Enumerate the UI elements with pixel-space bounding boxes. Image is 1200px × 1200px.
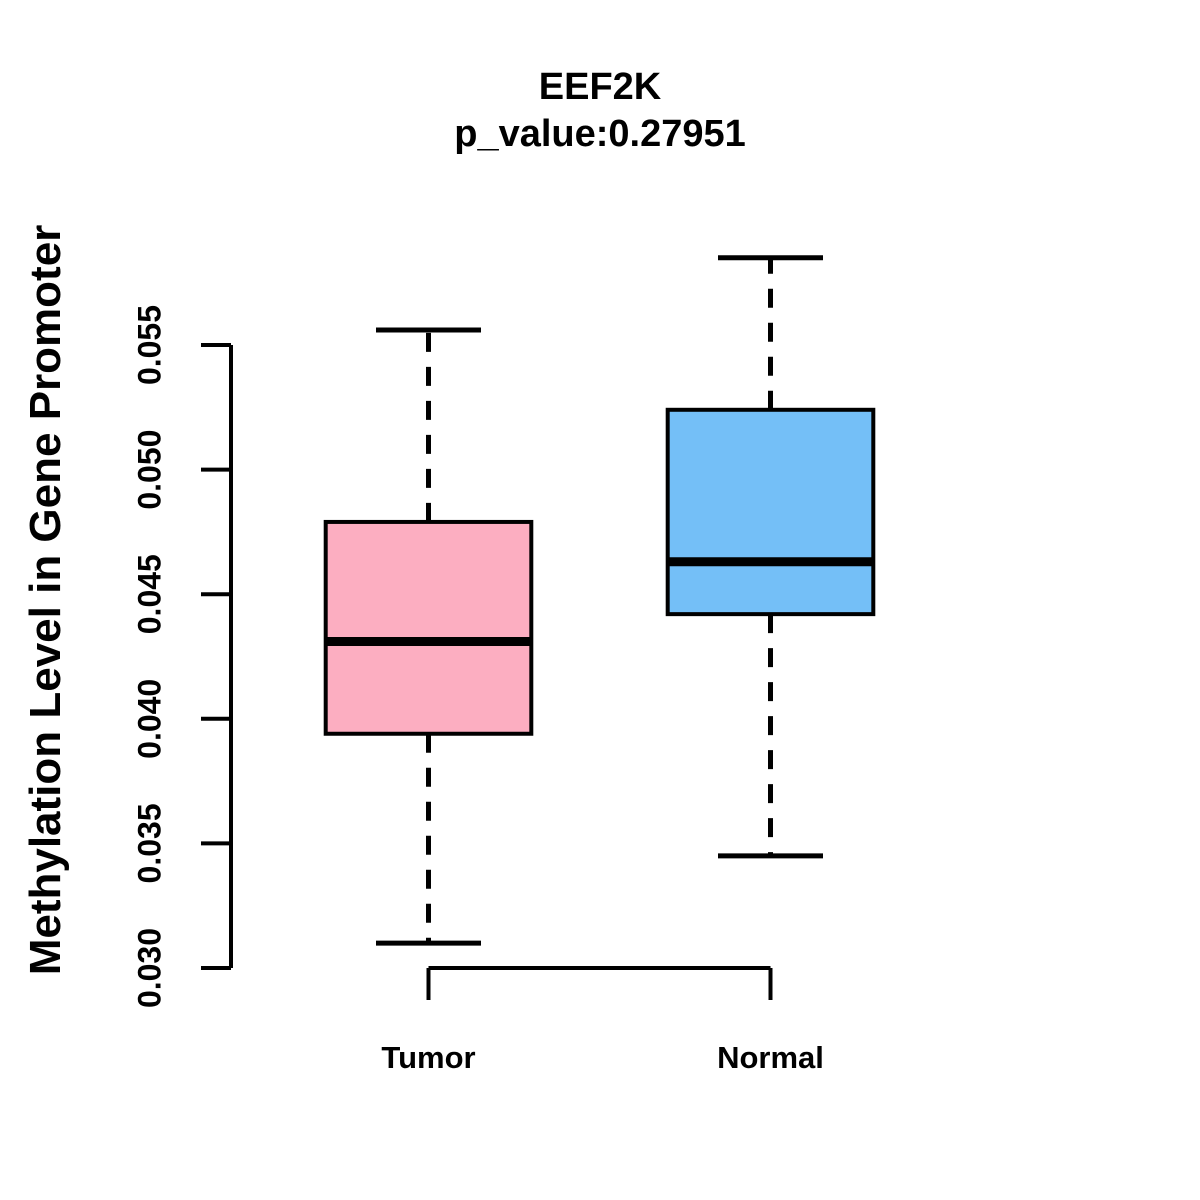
y-tick-label: 0.045 <box>131 554 167 634</box>
gene-name-title: EEF2K <box>538 66 662 108</box>
y-tick-label: 0.055 <box>131 305 167 385</box>
chart-title: EEF2K p_value:0.27951 <box>454 64 746 158</box>
y-tick-label: 0.030 <box>131 928 167 1008</box>
x-label-tumor: Tumor <box>381 1040 476 1075</box>
y-tick-label: 0.040 <box>131 679 167 759</box>
x-label-normal: Normal <box>717 1040 824 1075</box>
box-normal <box>665 407 876 617</box>
box-tumor <box>323 519 534 736</box>
y-tick-label: 0.050 <box>131 430 167 510</box>
y-tick-label: 0.035 <box>131 803 167 883</box>
p-value-subtitle: p_value:0.27951 <box>454 113 746 155</box>
